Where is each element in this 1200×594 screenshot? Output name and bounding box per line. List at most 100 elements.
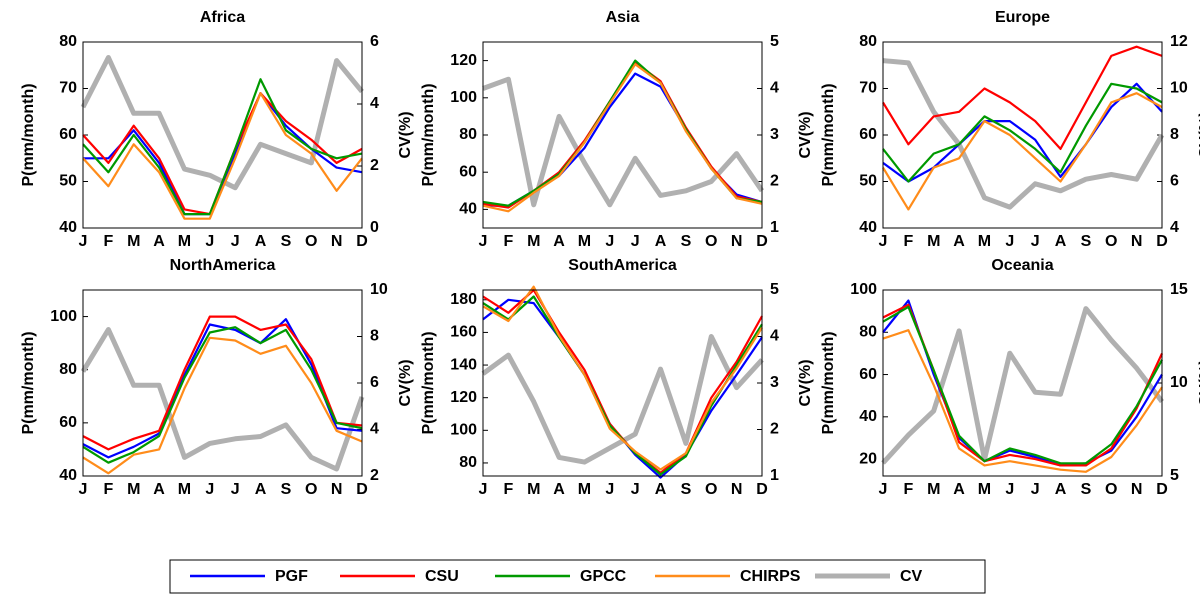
y-tick-label: 120 xyxy=(450,52,477,69)
x-tick-label: A xyxy=(655,233,667,250)
y-tick-label: 100 xyxy=(50,308,77,325)
x-tick-label: N xyxy=(731,481,743,498)
chart-title: Oceania xyxy=(991,257,1053,274)
y2-tick-label: 8 xyxy=(370,328,379,345)
y-tick-label: 100 xyxy=(850,281,877,298)
x-tick-label: A xyxy=(553,481,565,498)
y-tick-label: 50 xyxy=(59,173,77,190)
legend-label: CSU xyxy=(425,568,459,585)
plot-frame xyxy=(82,41,363,229)
data-line xyxy=(881,306,1164,465)
y-tick-label: 70 xyxy=(59,80,77,97)
y-tick-label: 120 xyxy=(450,389,477,406)
data-line xyxy=(882,58,1165,210)
x-tick-label: D xyxy=(756,233,768,250)
y2-tick-label: 0 xyxy=(370,219,379,236)
y-tick-label: 70 xyxy=(859,80,877,97)
x-tick-label: F xyxy=(503,481,513,498)
y2-tick-label: 15 xyxy=(1170,281,1188,298)
x-tick-label: N xyxy=(331,481,343,498)
y2-axis-label: CV(%) xyxy=(797,111,814,158)
x-tick-label: O xyxy=(705,481,717,498)
y2-tick-label: 3 xyxy=(770,126,779,143)
y-tick-label: 80 xyxy=(59,33,77,50)
data-line xyxy=(82,336,363,475)
y-axis-label: P(mm/month) xyxy=(20,331,37,434)
y2-tick-label: 6 xyxy=(370,33,379,50)
x-tick-label: M xyxy=(578,481,591,498)
y-tick-label: 60 xyxy=(859,126,877,143)
x-tick-label: D xyxy=(1156,481,1168,498)
y2-tick-label: 10 xyxy=(370,281,388,298)
y-tick-label: 40 xyxy=(859,219,877,236)
y2-tick-label: 4 xyxy=(370,95,379,112)
x-tick-label: M xyxy=(978,481,991,498)
x-tick-label: O xyxy=(705,233,717,250)
x-tick-label: J xyxy=(1005,481,1014,498)
y2-tick-label: 1 xyxy=(770,467,779,484)
x-tick-label: J xyxy=(79,233,88,250)
data-line xyxy=(82,92,363,216)
y2-tick-label: 12 xyxy=(1170,33,1188,50)
data-line xyxy=(882,299,1163,467)
y2-tick-label: 4 xyxy=(770,80,779,97)
y-tick-label: 80 xyxy=(59,361,77,378)
chart-title: Europe xyxy=(995,9,1050,26)
x-tick-label: A xyxy=(153,481,165,498)
x-tick-label: J xyxy=(879,481,888,498)
plot-frame xyxy=(882,289,1163,477)
y-axis-label: P(mm/month) xyxy=(420,83,437,186)
x-tick-label: J xyxy=(205,233,214,250)
x-tick-label: M xyxy=(927,481,940,498)
y-tick-label: 80 xyxy=(459,454,477,471)
y-axis-label: P(mm/month) xyxy=(420,331,437,434)
y-axis-label: P(mm/month) xyxy=(820,83,837,186)
data-line xyxy=(80,327,365,472)
data-line xyxy=(83,92,363,216)
y-axis-label: P(mm/month) xyxy=(820,331,837,434)
legend-label: CV xyxy=(900,568,923,585)
x-tick-label: A xyxy=(1055,481,1067,498)
x-tick-label: O xyxy=(1105,481,1117,498)
x-tick-label: M xyxy=(527,233,540,250)
x-tick-label: S xyxy=(1081,233,1092,250)
data-line xyxy=(482,285,763,471)
y2-axis-label: CV(%) xyxy=(1197,111,1200,158)
x-tick-label: M xyxy=(178,481,191,498)
x-tick-label: M xyxy=(578,233,591,250)
y2-tick-label: 10 xyxy=(1170,374,1188,391)
y2-tick-label: 2 xyxy=(770,421,779,438)
data-line xyxy=(882,305,1163,465)
y2-tick-label: 5 xyxy=(770,33,779,50)
x-tick-label: J xyxy=(605,233,614,250)
x-tick-label: A xyxy=(255,233,267,250)
y-tick-label: 80 xyxy=(459,126,477,143)
x-tick-label: A xyxy=(255,481,267,498)
y-tick-label: 140 xyxy=(450,356,477,373)
x-tick-label: O xyxy=(305,481,317,498)
x-tick-label: F xyxy=(903,233,913,250)
data-line xyxy=(882,45,1163,150)
x-tick-label: M xyxy=(178,233,191,250)
y-tick-label: 80 xyxy=(859,33,877,50)
y-tick-label: 160 xyxy=(450,324,477,341)
plot-frame xyxy=(482,289,763,477)
data-line xyxy=(482,63,763,213)
x-tick-label: O xyxy=(1105,233,1117,250)
x-tick-label: F xyxy=(103,481,113,498)
chart-title: Asia xyxy=(606,9,640,26)
legend-label: CHIRPS xyxy=(740,568,801,585)
y2-tick-label: 2 xyxy=(370,467,379,484)
x-tick-label: J xyxy=(231,233,240,250)
y-tick-label: 80 xyxy=(859,323,877,340)
data-line xyxy=(882,82,1163,183)
y2-tick-label: 1 xyxy=(770,219,779,236)
x-tick-label: M xyxy=(527,481,540,498)
y2-tick-label: 2 xyxy=(370,157,379,174)
x-tick-label: D xyxy=(356,481,368,498)
x-tick-label: J xyxy=(631,481,640,498)
x-tick-label: F xyxy=(503,233,513,250)
y-axis-label: P(mm/month) xyxy=(20,83,37,186)
plot-frame xyxy=(882,41,1163,229)
